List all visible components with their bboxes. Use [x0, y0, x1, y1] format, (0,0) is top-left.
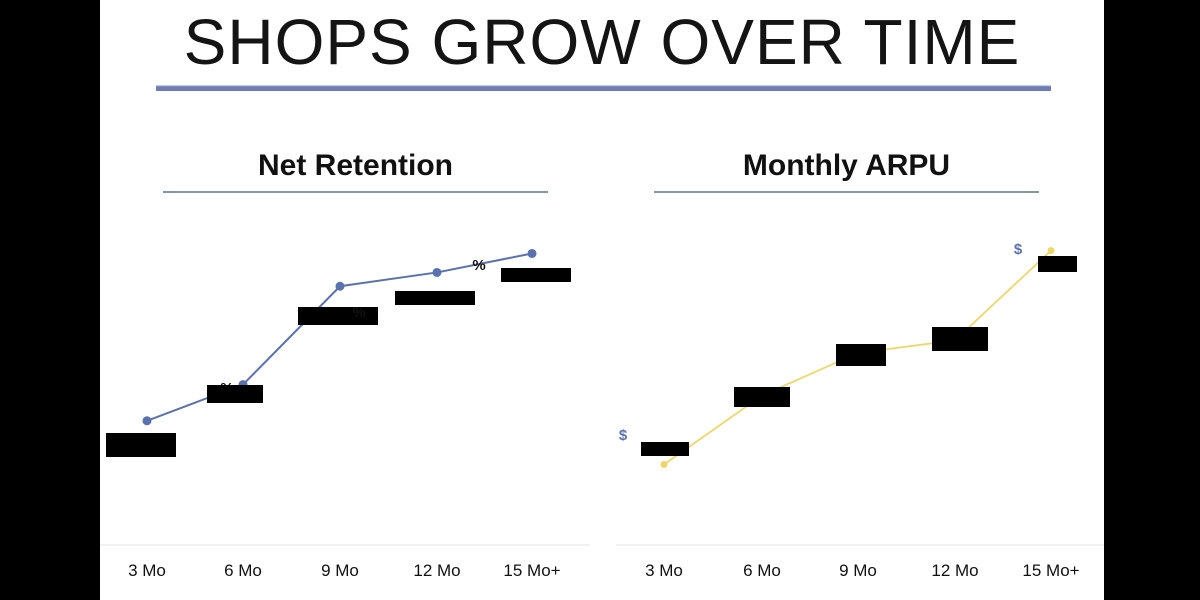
monthly-arpu-data-label: $	[1014, 241, 1023, 258]
net-retention-data-point	[527, 248, 537, 258]
net-retention-data-label: %	[472, 257, 485, 274]
net-retention-data-point	[432, 267, 442, 277]
monthly-arpu-redaction-box	[1038, 256, 1077, 272]
net-retention-data-label: %	[352, 304, 365, 321]
net-retention-redaction-box	[298, 307, 378, 325]
net-retention-redaction-box	[395, 291, 475, 305]
net-retention-data-point	[335, 281, 345, 291]
monthly-arpu-chart: $ $3 Mo 6 Mo 9 Mo 12 Mo 15 Mo+	[616, 241, 1104, 580]
chart-title-rule-monthly-arpu	[654, 191, 1039, 193]
page-title: SHOPS GROW OVER TIME	[183, 6, 1021, 78]
net-retention-redaction-box	[207, 385, 263, 403]
title-underline	[156, 85, 1051, 91]
monthly-arpu-x-tick-label: 15 Mo+	[1022, 561, 1079, 580]
monthly-arpu-x-tick-label: 6 Mo	[743, 561, 781, 580]
monthly-arpu-data-label: $	[619, 427, 628, 444]
chart-title-monthly-arpu: Monthly ARPU	[742, 149, 951, 182]
slide: SHOPS GROW OVER TIME Net Retention Month…	[100, 0, 1104, 600]
monthly-arpu-redaction-box	[836, 344, 886, 366]
monthly-arpu-redaction-box	[932, 327, 988, 351]
net-retention-x-tick-label: 9 Mo	[321, 561, 359, 580]
net-retention-data-point	[142, 416, 152, 426]
monthly-arpu-redaction-box	[734, 387, 790, 407]
net-retention-x-tick-label: 12 Mo	[413, 561, 460, 580]
monthly-arpu-x-tick-label: 12 Mo	[931, 561, 978, 580]
chart-title-rule-net-retention	[163, 191, 548, 193]
net-retention-x-tick-label: 6 Mo	[224, 561, 262, 580]
net-retention-series-line	[146, 252, 533, 422]
monthly-arpu-x-tick-label: 9 Mo	[839, 561, 877, 580]
net-retention-redaction-box	[106, 433, 176, 457]
monthly-arpu-redaction-box	[641, 442, 689, 456]
net-retention-redaction-box	[501, 268, 571, 282]
net-retention-x-tick-label: 15 Mo+	[503, 561, 560, 580]
chart-title-net-retention: Net Retention	[258, 149, 453, 182]
monthly-arpu-x-tick-label: 3 Mo	[645, 561, 683, 580]
monthly-arpu-data-point	[660, 461, 668, 468]
net-retention-x-tick-label: 3 Mo	[128, 561, 166, 580]
monthly-arpu-data-point	[1047, 247, 1055, 255]
